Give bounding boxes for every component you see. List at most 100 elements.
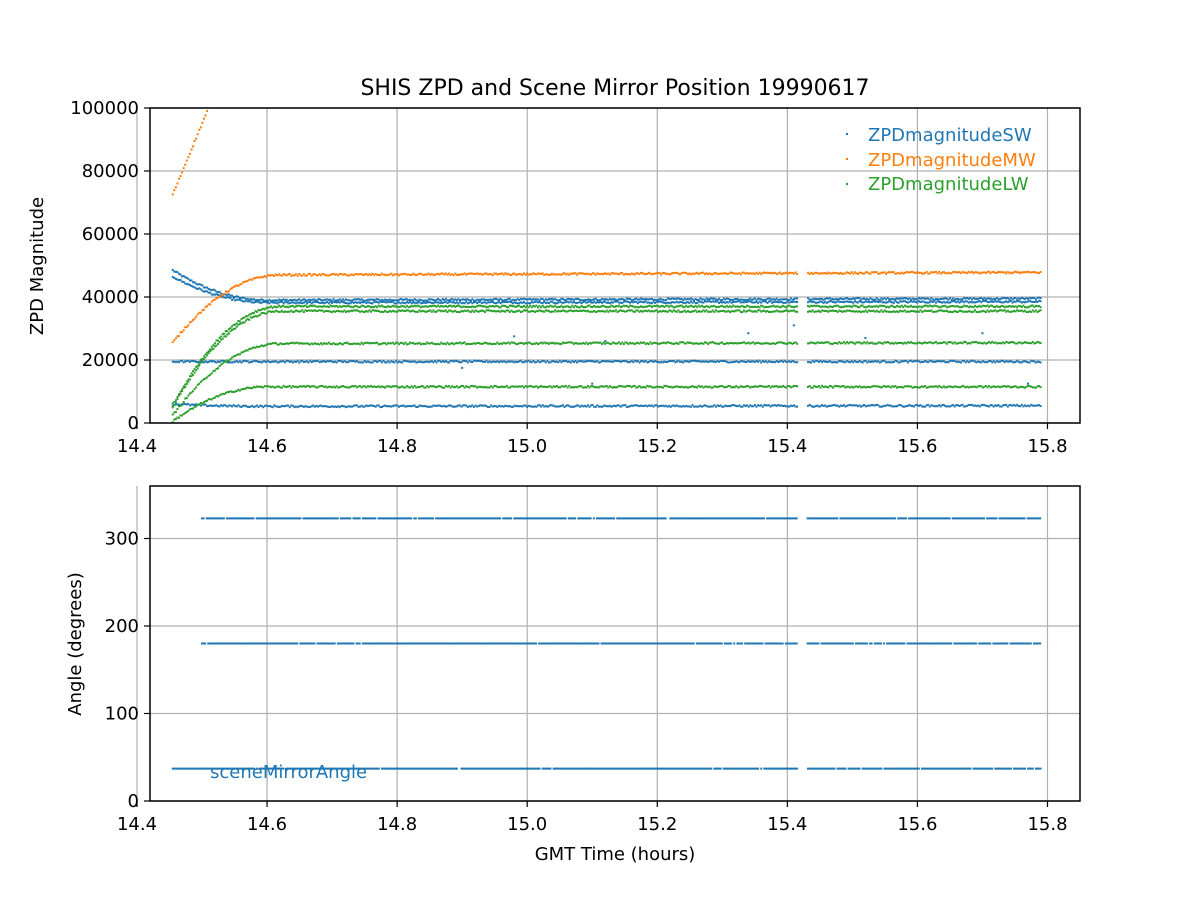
data-point	[181, 388, 184, 391]
data-point	[266, 301, 269, 304]
data-point	[362, 301, 365, 304]
data-point	[625, 297, 628, 300]
data-point	[878, 310, 881, 313]
data-point	[440, 301, 443, 304]
data-point	[722, 297, 725, 300]
data-point	[874, 298, 877, 301]
data-point	[285, 385, 288, 388]
data-point	[1000, 270, 1003, 273]
data-point	[1034, 404, 1037, 407]
data-point	[1008, 300, 1011, 303]
data-point	[224, 293, 227, 296]
data-point	[610, 272, 613, 275]
data-point	[571, 386, 574, 389]
data-point	[426, 310, 429, 313]
data-point	[775, 342, 778, 345]
data-point	[441, 359, 444, 362]
data-point	[677, 309, 680, 312]
data-point	[198, 311, 201, 314]
data-point	[1020, 271, 1023, 274]
data-point	[655, 272, 658, 275]
data-point	[830, 300, 833, 303]
data-point	[444, 304, 447, 307]
data-point	[824, 271, 827, 274]
data-point	[855, 341, 858, 344]
data-point	[540, 272, 543, 275]
data-point	[1038, 360, 1041, 363]
data-point	[970, 341, 973, 344]
data-point	[465, 273, 468, 276]
data-point	[202, 403, 205, 406]
data-point	[437, 359, 440, 362]
data-point	[334, 301, 337, 304]
data-point	[488, 298, 491, 301]
data-point	[944, 297, 947, 300]
data-point	[866, 300, 869, 303]
data-point	[591, 310, 594, 313]
data-point	[852, 301, 855, 304]
data-point	[1027, 311, 1030, 314]
data-point	[936, 305, 939, 308]
data-point	[652, 310, 655, 313]
data-point	[365, 299, 368, 302]
data-point	[646, 384, 649, 387]
data-point	[981, 298, 984, 301]
data-point	[933, 271, 936, 274]
data-point	[629, 341, 632, 344]
data-point	[585, 298, 588, 301]
data-point	[418, 301, 421, 304]
data-point	[616, 299, 619, 302]
data-point	[546, 301, 549, 304]
data-point	[477, 385, 480, 388]
data-point	[260, 308, 263, 311]
data-point	[560, 310, 563, 313]
data-point	[964, 300, 967, 303]
data-point	[788, 385, 791, 388]
data-point	[874, 305, 877, 308]
data-point	[643, 273, 646, 276]
data-point	[906, 404, 909, 407]
data-point	[1005, 305, 1008, 308]
data-point	[329, 310, 332, 313]
data-point	[221, 405, 224, 408]
data-point	[816, 404, 819, 407]
data-point	[281, 300, 284, 303]
data-point	[188, 404, 191, 407]
data-point	[1009, 341, 1012, 344]
data-point	[900, 304, 903, 307]
data-point	[980, 305, 983, 308]
data-point	[433, 301, 436, 304]
data-point	[345, 298, 348, 301]
data-point	[861, 310, 864, 313]
data-point	[471, 361, 474, 364]
data-point	[894, 272, 897, 275]
data-point	[778, 385, 781, 388]
data-point	[276, 361, 279, 364]
data-point	[903, 309, 906, 312]
data-point	[435, 404, 438, 407]
data-point	[600, 304, 603, 307]
data-point	[582, 299, 585, 302]
data-point	[663, 360, 666, 363]
data-point	[266, 359, 269, 362]
data-point	[722, 405, 725, 408]
outlier-point	[604, 340, 607, 343]
data-point	[480, 302, 483, 305]
data-point	[835, 404, 838, 407]
data-point	[903, 359, 906, 362]
data-point	[396, 404, 399, 407]
data-point	[694, 385, 697, 388]
data-point	[970, 311, 973, 314]
data-point	[1031, 341, 1034, 344]
data-point	[897, 311, 900, 314]
data-point	[657, 304, 660, 307]
data-point	[507, 300, 510, 303]
data-point	[766, 385, 769, 388]
data-point	[780, 273, 783, 276]
data-point	[714, 306, 717, 309]
data-point	[551, 272, 554, 275]
data-point	[497, 298, 500, 301]
data-point	[680, 385, 683, 388]
data-point	[359, 301, 362, 304]
data-point	[588, 405, 591, 408]
